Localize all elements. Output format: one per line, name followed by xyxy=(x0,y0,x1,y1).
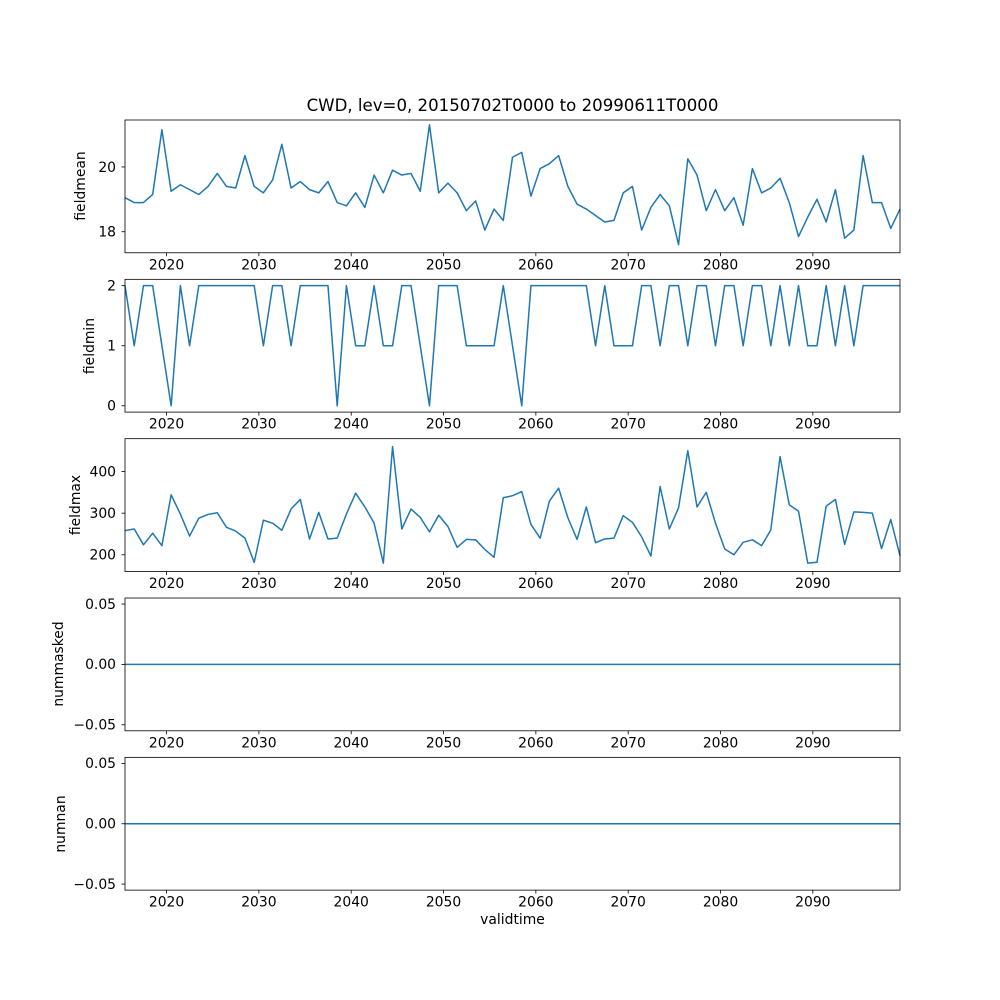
x-tick-label: 2080 xyxy=(703,576,738,592)
x-tick-label: 2080 xyxy=(703,735,738,751)
x-tick-label: 2050 xyxy=(426,417,461,433)
x-tick-label: 2040 xyxy=(334,895,369,911)
y-tick-label: −0.05 xyxy=(73,718,116,734)
x-tick-label: 2070 xyxy=(611,895,646,911)
fieldmean-series-line xyxy=(124,124,901,246)
x-tick-label: 2070 xyxy=(611,417,646,433)
fieldmax-series-line xyxy=(124,445,901,564)
x-tick-label: 2040 xyxy=(334,417,369,433)
x-tick-label: 2080 xyxy=(703,895,738,911)
x-tick-label: 2030 xyxy=(241,257,276,273)
x-tick-label: 2040 xyxy=(334,735,369,751)
x-tick-label: 2040 xyxy=(334,257,369,273)
subplot-fieldmean: 2020 2030 2040 2050 2060 2070 2080 2090 18 20 xyxy=(98,119,901,273)
x-tick-label: 2030 xyxy=(241,417,276,433)
x-tick-label: 2050 xyxy=(426,735,461,751)
x-tick-label: 2090 xyxy=(795,257,830,273)
fieldmean-axes-frame xyxy=(124,119,901,254)
y-tick-label: −0.05 xyxy=(73,877,116,893)
x-tick-label: 2050 xyxy=(426,257,461,273)
y-tick-label: 0.05 xyxy=(85,756,116,772)
x-tick-label: 2090 xyxy=(795,576,830,592)
x-tick-label: 2060 xyxy=(518,576,553,592)
subplot-fieldmin: 2020 2030 2040 2050 2060 2070 2080 2090 0 1 2 xyxy=(107,278,901,433)
subplot-nummasked: 2020 2030 2040 2050 2060 2070 2080 2090 0.05 0.00… xyxy=(73,597,901,751)
x-tick-label: 2050 xyxy=(426,576,461,592)
xlabel-validtime: validtime xyxy=(480,912,545,928)
x-tick-label: 2060 xyxy=(518,735,553,751)
x-tick-label: 2020 xyxy=(149,417,184,433)
x-tick-label: 2060 xyxy=(518,257,553,273)
x-tick-label: 2020 xyxy=(149,735,184,751)
y-tick-label: 300 xyxy=(89,506,116,522)
x-tick-label: 2070 xyxy=(611,735,646,751)
x-tick-label: 2070 xyxy=(611,576,646,592)
x-tick-label: 2050 xyxy=(426,895,461,911)
x-tick-label: 2090 xyxy=(795,895,830,911)
figure-title: CWD, lev=0, 20150702T0000 to 20990611T00… xyxy=(306,96,719,115)
y-tick-label: 0.00 xyxy=(85,657,116,673)
y-tick-label: 1 xyxy=(107,339,116,355)
y-tick-label: 2 xyxy=(107,278,116,294)
x-tick-label: 2080 xyxy=(703,257,738,273)
x-tick-label: 2030 xyxy=(241,735,276,751)
x-tick-label: 2040 xyxy=(334,576,369,592)
y-tick-label: 200 xyxy=(89,548,116,564)
fieldmax-axes-frame xyxy=(124,438,901,572)
subplot-numnan: 2020 2030 2040 2050 2060 2070 2080 2090 0.05 0.00… xyxy=(73,756,901,911)
x-tick-label: 2080 xyxy=(703,417,738,433)
x-tick-label: 2060 xyxy=(518,417,553,433)
subplot-fieldmax: 2020 2030 2040 2050 2060 2070 2080 2090 200 300 40… xyxy=(89,438,901,592)
y-tick-label: 0.05 xyxy=(85,597,116,613)
x-tick-label: 2060 xyxy=(518,895,553,911)
y-tick-label: 400 xyxy=(89,464,116,480)
x-tick-label: 2020 xyxy=(149,257,184,273)
x-tick-label: 2030 xyxy=(241,895,276,911)
y-tick-label: 0 xyxy=(107,399,116,415)
x-tick-label: 2090 xyxy=(795,735,830,751)
y-tick-label: 18 xyxy=(98,225,116,241)
fieldmin-series-line xyxy=(124,284,900,407)
y-tick-label: 20 xyxy=(98,160,116,176)
y-tick-label: 0.00 xyxy=(85,817,116,833)
x-tick-label: 2020 xyxy=(149,895,184,911)
x-tick-label: 2090 xyxy=(795,417,830,433)
x-tick-label: 2020 xyxy=(149,576,184,592)
x-tick-label: 2030 xyxy=(241,576,276,592)
x-tick-label: 2070 xyxy=(611,257,646,273)
